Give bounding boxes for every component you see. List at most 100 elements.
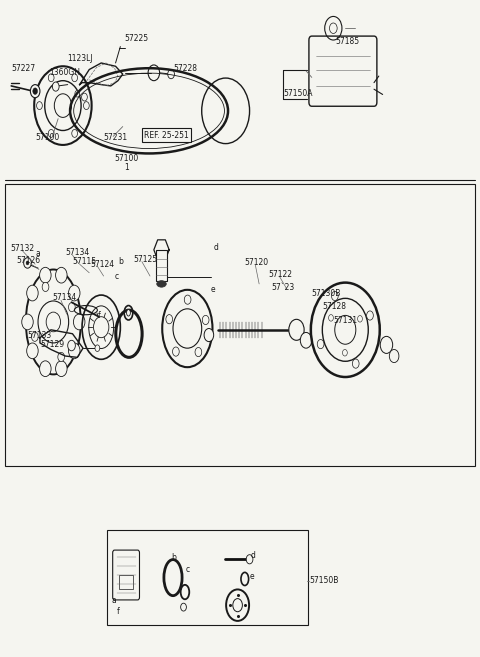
Circle shape: [329, 23, 337, 34]
Text: d: d: [214, 243, 218, 252]
Circle shape: [233, 599, 242, 612]
Circle shape: [75, 91, 80, 97]
Circle shape: [27, 343, 38, 359]
Text: 57130B: 57130B: [312, 289, 341, 298]
Text: b: b: [171, 553, 176, 562]
Text: f: f: [117, 607, 120, 616]
Circle shape: [168, 70, 174, 79]
Circle shape: [36, 102, 42, 110]
Circle shape: [204, 328, 214, 342]
Circle shape: [40, 361, 51, 376]
Text: b: b: [118, 257, 123, 266]
Circle shape: [82, 93, 87, 101]
Text: 57120: 57120: [245, 258, 269, 267]
Text: 57126: 57126: [16, 256, 41, 265]
Circle shape: [202, 315, 209, 325]
Circle shape: [380, 336, 393, 353]
Circle shape: [68, 340, 75, 351]
Circle shape: [195, 348, 202, 357]
Circle shape: [58, 352, 64, 361]
Circle shape: [300, 332, 312, 348]
Bar: [5, 184, 475, 466]
Circle shape: [56, 267, 67, 283]
Circle shape: [54, 94, 72, 118]
Circle shape: [24, 258, 31, 268]
Circle shape: [69, 285, 80, 301]
Circle shape: [52, 82, 59, 91]
Text: 57115: 57115: [72, 257, 96, 266]
Text: c: c: [115, 272, 119, 281]
Bar: [156, 250, 167, 281]
Circle shape: [72, 129, 77, 137]
Text: 1123LJ: 1123LJ: [68, 54, 93, 63]
Text: 57134: 57134: [65, 248, 90, 257]
Circle shape: [48, 129, 54, 137]
Circle shape: [246, 555, 253, 564]
Circle shape: [40, 267, 51, 283]
Circle shape: [22, 314, 33, 330]
Text: 57228: 57228: [173, 64, 197, 74]
Circle shape: [329, 315, 334, 321]
Circle shape: [172, 347, 179, 356]
Circle shape: [389, 350, 399, 363]
Text: REF. 25-251: REF. 25-251: [144, 131, 189, 139]
Bar: [107, 530, 308, 625]
Text: e: e: [210, 284, 215, 294]
Text: 57128: 57128: [323, 302, 347, 311]
Ellipse shape: [157, 281, 166, 287]
Circle shape: [95, 345, 100, 351]
Circle shape: [84, 102, 89, 110]
Circle shape: [56, 361, 67, 376]
Circle shape: [69, 302, 75, 311]
Text: f: f: [97, 311, 100, 320]
Circle shape: [27, 285, 38, 301]
Circle shape: [42, 283, 49, 292]
Circle shape: [166, 315, 173, 324]
Text: 57131: 57131: [333, 316, 358, 325]
Text: 57125: 57125: [134, 255, 158, 264]
Text: a: a: [35, 248, 40, 258]
Circle shape: [30, 85, 40, 98]
Circle shape: [32, 332, 38, 342]
Circle shape: [343, 350, 348, 356]
Text: 57122: 57122: [269, 269, 293, 279]
Text: 57100: 57100: [114, 154, 138, 162]
Circle shape: [358, 315, 362, 322]
Text: 57132: 57132: [10, 244, 35, 253]
Text: 1: 1: [124, 163, 129, 171]
Text: 57133: 57133: [27, 330, 51, 340]
Circle shape: [72, 74, 77, 81]
Circle shape: [184, 295, 191, 304]
Text: 57134: 57134: [52, 293, 77, 302]
Text: 57124: 57124: [91, 260, 115, 269]
Circle shape: [94, 317, 109, 338]
Text: 57100: 57100: [35, 133, 60, 141]
Text: 57129: 57129: [40, 340, 64, 350]
Text: c: c: [185, 565, 190, 574]
Circle shape: [46, 312, 60, 332]
Text: a: a: [112, 596, 117, 605]
Ellipse shape: [127, 309, 131, 316]
Text: 57225: 57225: [124, 34, 148, 43]
Text: 1360GH: 1360GH: [49, 68, 81, 78]
Circle shape: [352, 359, 359, 368]
Circle shape: [69, 343, 80, 359]
Circle shape: [26, 261, 29, 265]
Text: 57227: 57227: [11, 64, 36, 73]
Circle shape: [48, 74, 54, 81]
Text: d: d: [251, 551, 256, 560]
Text: 57185: 57185: [336, 37, 360, 46]
Circle shape: [367, 311, 373, 320]
Bar: [120, 575, 133, 589]
Circle shape: [33, 88, 37, 95]
Text: 57150B: 57150B: [310, 576, 339, 585]
Circle shape: [173, 309, 202, 348]
Circle shape: [335, 315, 356, 344]
Text: e: e: [249, 572, 254, 581]
Circle shape: [289, 319, 304, 340]
Circle shape: [73, 314, 85, 330]
Text: 57231: 57231: [104, 133, 128, 141]
Circle shape: [332, 292, 338, 301]
Text: 57`23: 57`23: [271, 283, 294, 292]
Circle shape: [180, 603, 186, 611]
